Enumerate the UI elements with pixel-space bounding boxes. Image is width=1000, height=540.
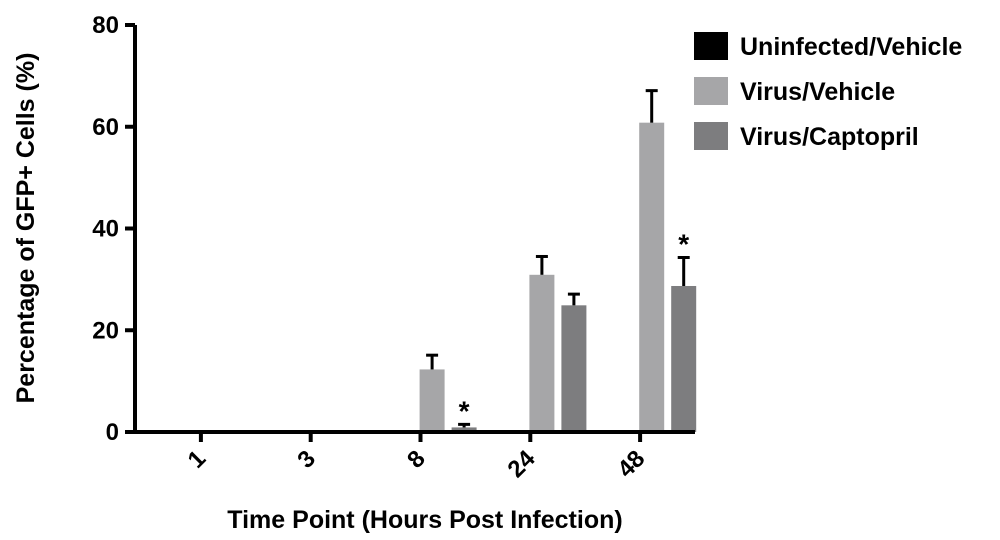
legend-label: Virus/Captopril xyxy=(740,123,919,151)
legend-swatch xyxy=(694,32,728,60)
x-axis-title: Time Point (Hours Post Infection) xyxy=(227,506,622,534)
bar-virus-vehicle-48 xyxy=(639,122,665,433)
bar-virus-vehicle-24 xyxy=(529,274,555,432)
bar-virus-captopril-48 xyxy=(671,285,697,432)
legend-swatch xyxy=(694,122,728,150)
bars-layer xyxy=(419,122,697,433)
legend-swatch xyxy=(694,77,728,105)
x-tick-label: 8 xyxy=(402,445,431,474)
bar-virus-captopril-8 xyxy=(451,427,477,432)
significance-marker: * xyxy=(459,395,470,426)
y-axis-title: Percentage of GFP+ Cells (%) xyxy=(12,53,40,404)
y-tick-label: 60 xyxy=(92,114,119,141)
x-tick-label: 48 xyxy=(612,445,650,483)
x-tick-label: 1 xyxy=(183,445,212,474)
x-tick-label: 3 xyxy=(292,445,321,474)
error-bars-layer xyxy=(426,89,690,428)
annotations-layer: ** xyxy=(459,228,690,426)
x-ticks: 1 3 8 24 48 xyxy=(183,432,650,483)
y-tick-label: 40 xyxy=(92,216,119,243)
y-tick-label: 20 xyxy=(92,317,119,344)
bar-virus-captopril-24 xyxy=(561,305,587,432)
significance-marker: * xyxy=(678,228,689,259)
legend: Uninfected/Vehicle Virus/Vehicle Virus/Cap… xyxy=(694,32,962,151)
y-tick-label: 80 xyxy=(92,12,119,39)
legend-label: Uninfected/Vehicle xyxy=(740,33,962,61)
y-tick-label: 0 xyxy=(106,419,119,446)
legend-label: Virus/Vehicle xyxy=(740,78,895,106)
y-ticks: 0 20 40 60 80 xyxy=(92,12,135,446)
bar-virus-vehicle-8 xyxy=(419,369,445,432)
x-tick-label: 24 xyxy=(503,445,541,483)
